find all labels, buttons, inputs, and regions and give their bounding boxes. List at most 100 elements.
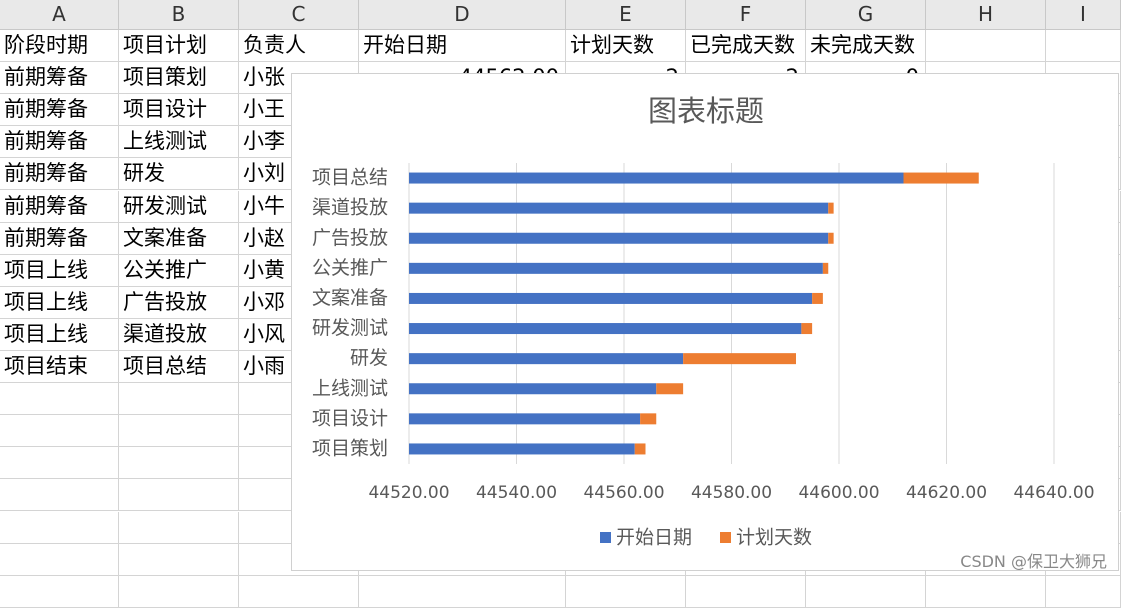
- x-tick-label: 44640.00: [1013, 483, 1094, 503]
- cell[interactable]: [1046, 30, 1121, 63]
- column-header[interactable]: D: [359, 0, 566, 30]
- y-tick-label: 项目总结: [312, 167, 388, 189]
- bar: [640, 413, 657, 425]
- column-header[interactable]: F: [686, 0, 806, 30]
- y-tick-label: 广告投放: [312, 227, 388, 249]
- cell[interactable]: 项目上线: [0, 286, 119, 319]
- cell[interactable]: 前期筹备: [0, 126, 119, 159]
- bar: [409, 262, 823, 274]
- bar: [409, 323, 802, 335]
- cell[interactable]: 项目上线: [0, 254, 119, 287]
- cell[interactable]: 已完成天数: [686, 30, 806, 63]
- y-tick-label: 项目策划: [312, 437, 388, 459]
- cell[interactable]: 项目策划: [119, 62, 239, 95]
- cell[interactable]: [0, 415, 119, 448]
- cell[interactable]: [359, 575, 566, 608]
- cell[interactable]: [0, 543, 119, 576]
- cell[interactable]: [0, 447, 119, 480]
- cell[interactable]: [0, 575, 119, 608]
- bar: [409, 413, 641, 425]
- cell[interactable]: 广告投放: [119, 286, 239, 319]
- legend-label: 开始日期: [616, 527, 692, 549]
- cell[interactable]: 前期筹备: [0, 158, 119, 191]
- column-header[interactable]: I: [1046, 0, 1121, 30]
- x-tick-label: 44540.00: [476, 483, 557, 503]
- cell[interactable]: 负责人: [239, 30, 359, 63]
- x-tick-label: 44580.00: [691, 483, 772, 503]
- chart[interactable]: 图表标题 44520.00 44540.00 44560.00 44580.00 446…: [291, 73, 1119, 571]
- cell[interactable]: [686, 575, 806, 608]
- cell[interactable]: 上线测试: [119, 126, 239, 159]
- cell[interactable]: [0, 479, 119, 512]
- cell[interactable]: 前期筹备: [0, 94, 119, 127]
- legend-swatch: [720, 532, 731, 543]
- cell[interactable]: [926, 30, 1046, 63]
- column-header[interactable]: A: [0, 0, 119, 30]
- cell[interactable]: 项目结束: [0, 351, 119, 384]
- cell[interactable]: 渠道投放: [119, 318, 239, 351]
- x-tick-label: 44520.00: [368, 483, 449, 503]
- column-header[interactable]: C: [239, 0, 359, 30]
- bar: [409, 353, 684, 365]
- cell[interactable]: 前期筹备: [0, 62, 119, 95]
- cell[interactable]: 公关推广: [119, 254, 239, 287]
- cell[interactable]: [119, 415, 239, 448]
- bar: [409, 292, 813, 304]
- chart-title: 图表标题: [648, 94, 764, 128]
- cell[interactable]: [119, 383, 239, 416]
- bar: [656, 383, 684, 395]
- cell[interactable]: 小张: [239, 62, 359, 95]
- bar: [409, 443, 635, 455]
- column-header[interactable]: G: [806, 0, 926, 30]
- cell[interactable]: 未完成天数: [806, 30, 926, 63]
- bar: [801, 323, 813, 335]
- cell[interactable]: 项目计划: [119, 30, 239, 63]
- cell[interactable]: 项目上线: [0, 318, 119, 351]
- cell[interactable]: 项目总结: [119, 351, 239, 384]
- cell[interactable]: [926, 575, 1046, 608]
- bar: [822, 262, 829, 274]
- cell[interactable]: 阶段时期: [0, 30, 119, 63]
- cell[interactable]: 计划天数: [566, 30, 686, 63]
- cell[interactable]: 开始日期: [359, 30, 566, 63]
- column-header[interactable]: H: [926, 0, 1046, 30]
- x-tick-label: 44560.00: [583, 483, 664, 503]
- column-header[interactable]: B: [119, 0, 239, 30]
- legend-swatch: [600, 532, 611, 543]
- bar: [409, 202, 829, 214]
- y-tick-label: 文案准备: [312, 287, 388, 309]
- cell[interactable]: [0, 511, 119, 544]
- cell[interactable]: 前期筹备: [0, 190, 119, 223]
- cell[interactable]: [119, 447, 239, 480]
- y-tick-label: 上线测试: [312, 377, 388, 399]
- y-tick-label: 渠道投放: [312, 197, 388, 219]
- y-tick-label: 项目设计: [312, 407, 388, 429]
- x-tick-label: 44600.00: [798, 483, 879, 503]
- cell[interactable]: [119, 479, 239, 512]
- y-tick-label: 研发测试: [312, 317, 388, 339]
- bar: [812, 292, 823, 304]
- cell[interactable]: 项目设计: [119, 94, 239, 127]
- watermark: CSDN @保卫大狮兄: [960, 552, 1107, 571]
- cell[interactable]: [1046, 575, 1121, 608]
- bar: [903, 172, 979, 184]
- cell[interactable]: [119, 511, 239, 544]
- cell[interactable]: [119, 543, 239, 576]
- bar: [409, 172, 904, 184]
- cell[interactable]: 文案准备: [119, 222, 239, 255]
- bar: [634, 443, 646, 455]
- legend-label: 计划天数: [736, 527, 812, 549]
- column-header[interactable]: E: [566, 0, 686, 30]
- bar: [409, 232, 829, 244]
- cell[interactable]: 研发测试: [119, 190, 239, 223]
- bar: [409, 383, 657, 395]
- cell[interactable]: [239, 575, 359, 608]
- cell[interactable]: 前期筹备: [0, 222, 119, 255]
- cell[interactable]: [566, 575, 686, 608]
- cell[interactable]: [119, 575, 239, 608]
- bar: [828, 232, 834, 244]
- cell[interactable]: 研发: [119, 158, 239, 191]
- cell[interactable]: [0, 383, 119, 416]
- cell[interactable]: [806, 575, 926, 608]
